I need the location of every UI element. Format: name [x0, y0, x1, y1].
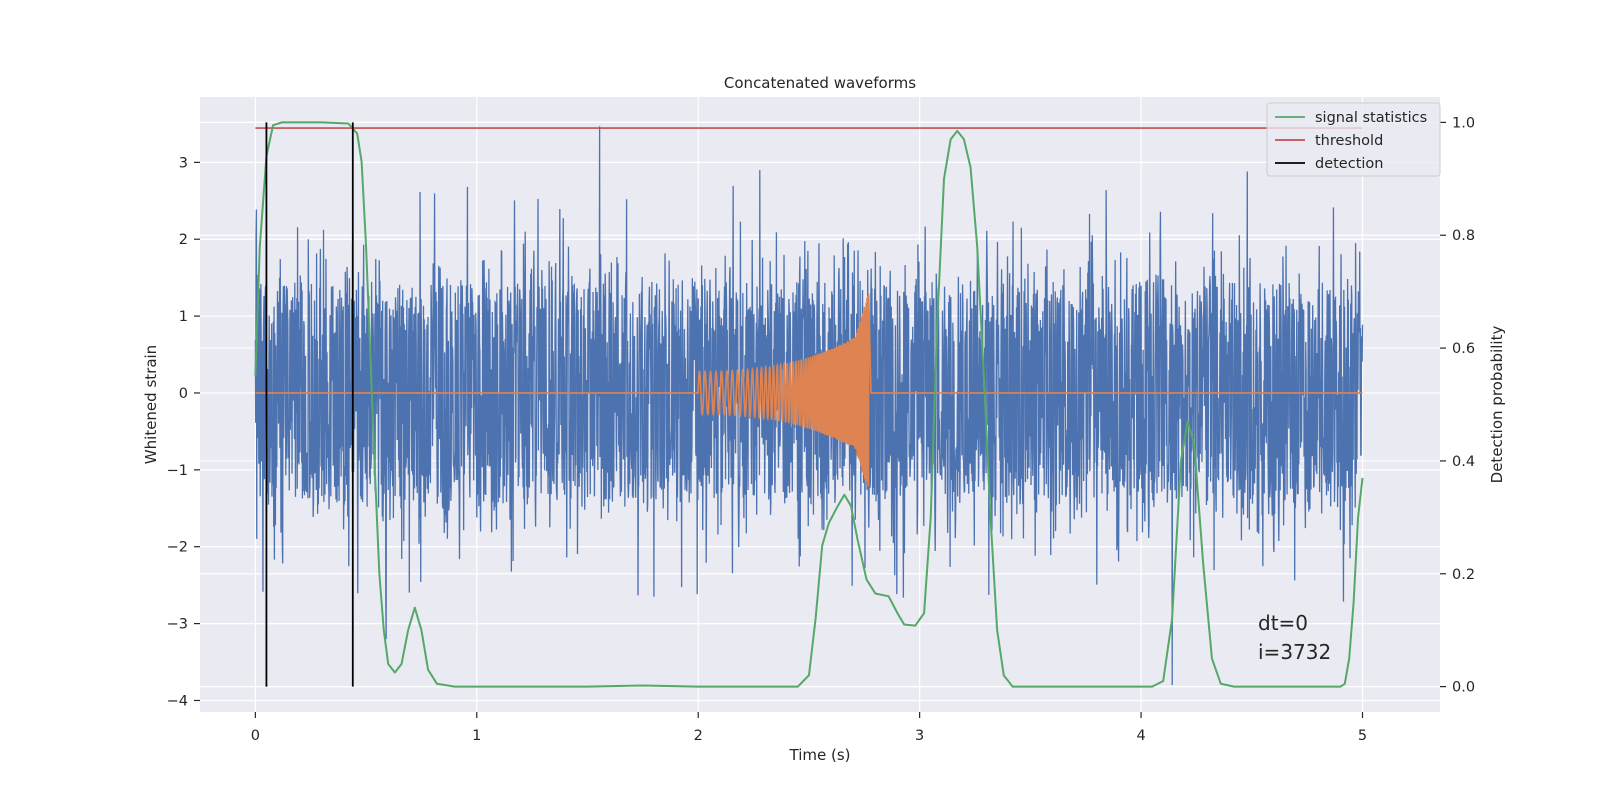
x-tick-label: 3	[915, 728, 924, 744]
annotation-i: i=3732	[1258, 640, 1331, 664]
legend-label-detection: detection	[1315, 156, 1383, 172]
y-axis-label: Whitened strain	[142, 345, 160, 464]
chart-title: Concatenated waveforms	[724, 74, 916, 92]
y-tick-label: −3	[167, 617, 188, 633]
x-tick-label: 2	[694, 728, 703, 744]
y-tick-label: 2	[179, 232, 188, 248]
annotation-dt: dt=0	[1258, 611, 1308, 635]
y-tick-label: 3	[179, 155, 188, 171]
y2-tick-label: 1.0	[1452, 115, 1475, 131]
y2-tick-label: 0.0	[1452, 680, 1475, 696]
series-whitened-strain-line	[254, 126, 1364, 686]
y2-tick-label: 0.8	[1452, 228, 1475, 244]
axis-ticks: 0 1 2 3 4 5 −4 −3 −2 −1 0 1 2 3 0.0 0.2 0.4 0.6 0.8 1.0	[167, 115, 1475, 744]
x-tick-label: 1	[472, 728, 481, 744]
x-tick-label: 0	[251, 728, 260, 744]
x-tick-label: 5	[1358, 728, 1367, 744]
legend-label-threshold: threshold	[1315, 133, 1383, 149]
y-tick-label: 1	[179, 309, 188, 325]
series-signal-statistics-line	[254, 121, 1364, 688]
legend-label-signal-statistics: signal statistics	[1315, 110, 1427, 126]
series-injected-waveform-line	[255, 293, 1363, 487]
legend: signal statistics threshold detection	[1266, 102, 1441, 177]
y-tick-label: −1	[167, 463, 188, 479]
y2-tick-label: 0.2	[1452, 567, 1475, 583]
y2-tick-label: 0.4	[1452, 454, 1475, 470]
x-tick-label: 4	[1136, 728, 1145, 744]
y-tick-label: −2	[167, 540, 188, 556]
y-tick-label: 0	[179, 386, 188, 402]
y2-axis-label: Detection probability	[1488, 326, 1506, 484]
legend-box	[1266, 102, 1441, 177]
y-tick-label: −4	[167, 693, 188, 709]
x-axis-label: Time (s)	[789, 746, 851, 764]
y2-tick-label: 0.6	[1452, 341, 1475, 357]
